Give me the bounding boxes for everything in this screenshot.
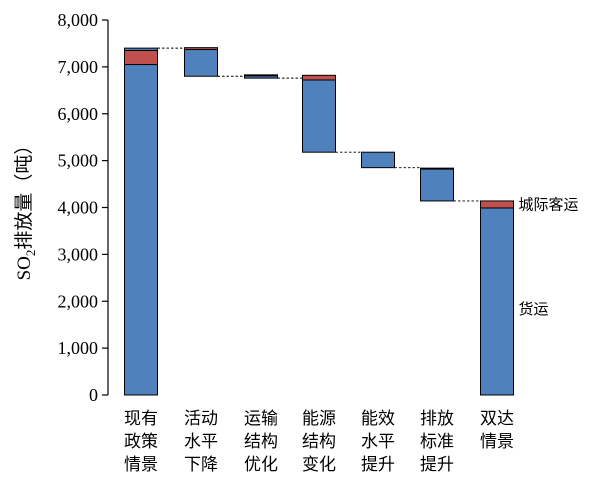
y-tick-label: 7,000	[58, 57, 99, 77]
category-label: 标准	[420, 432, 454, 452]
bar-passenger-1	[184, 47, 218, 51]
category-label: 下降	[184, 455, 218, 475]
category-label: 水平	[361, 432, 395, 452]
category-label: 提升	[420, 455, 454, 475]
bar-freight-6	[480, 207, 514, 396]
y-tick-label: 4,000	[58, 198, 99, 218]
bar-freight-4	[361, 151, 395, 169]
y-tick-label: 1,000	[58, 338, 99, 358]
bar-freight-5	[420, 168, 454, 202]
plot-area: 0 1,000 2,000 3,000 4,000 5,000 6,000 7,000 8,00…	[13, 10, 579, 475]
bar-freight-0	[124, 64, 158, 396]
category-label: 结构	[244, 432, 278, 452]
category-label: 政策	[124, 432, 158, 452]
category-label: 活动	[184, 409, 218, 429]
y-tick-label: 8,000	[58, 10, 99, 30]
category-label: 运输	[244, 409, 278, 429]
bar-cap-0	[124, 47, 158, 51]
bar-passenger-2	[244, 74, 278, 77]
y-tick-label: 3,000	[58, 244, 99, 264]
bar-passenger-6	[480, 200, 514, 209]
y-tick-label: 0	[89, 385, 98, 405]
bar-passenger-0	[124, 49, 158, 66]
category-label: 水平	[184, 432, 218, 452]
series-label-passenger: 城际客运	[519, 195, 579, 213]
y-tick-label: 6,000	[58, 104, 99, 124]
category-label: 排放	[420, 409, 454, 429]
category-label: 情景	[124, 455, 158, 475]
category-label: 提升	[361, 455, 395, 475]
category-label: 现有	[124, 409, 158, 429]
series-label-freight: 货运	[519, 300, 549, 318]
bar-freight-1	[184, 49, 218, 77]
category-label: 优化	[244, 455, 278, 475]
y-tick-label: 2,000	[58, 291, 99, 311]
y-tick-label: 5,000	[58, 151, 99, 171]
category-label: 变化	[302, 455, 336, 475]
category-label: 双达	[480, 409, 514, 429]
y-axis-title: SO2排放量（吨）	[13, 136, 38, 281]
category-label: 结构	[302, 432, 336, 452]
category-label: 能源	[302, 409, 336, 429]
bar-passenger-3	[302, 74, 336, 81]
bar-freight-3	[302, 79, 336, 153]
category-label: 情景	[480, 432, 514, 452]
bar-passenger-5	[420, 167, 454, 170]
category-label: 能效	[361, 409, 395, 429]
